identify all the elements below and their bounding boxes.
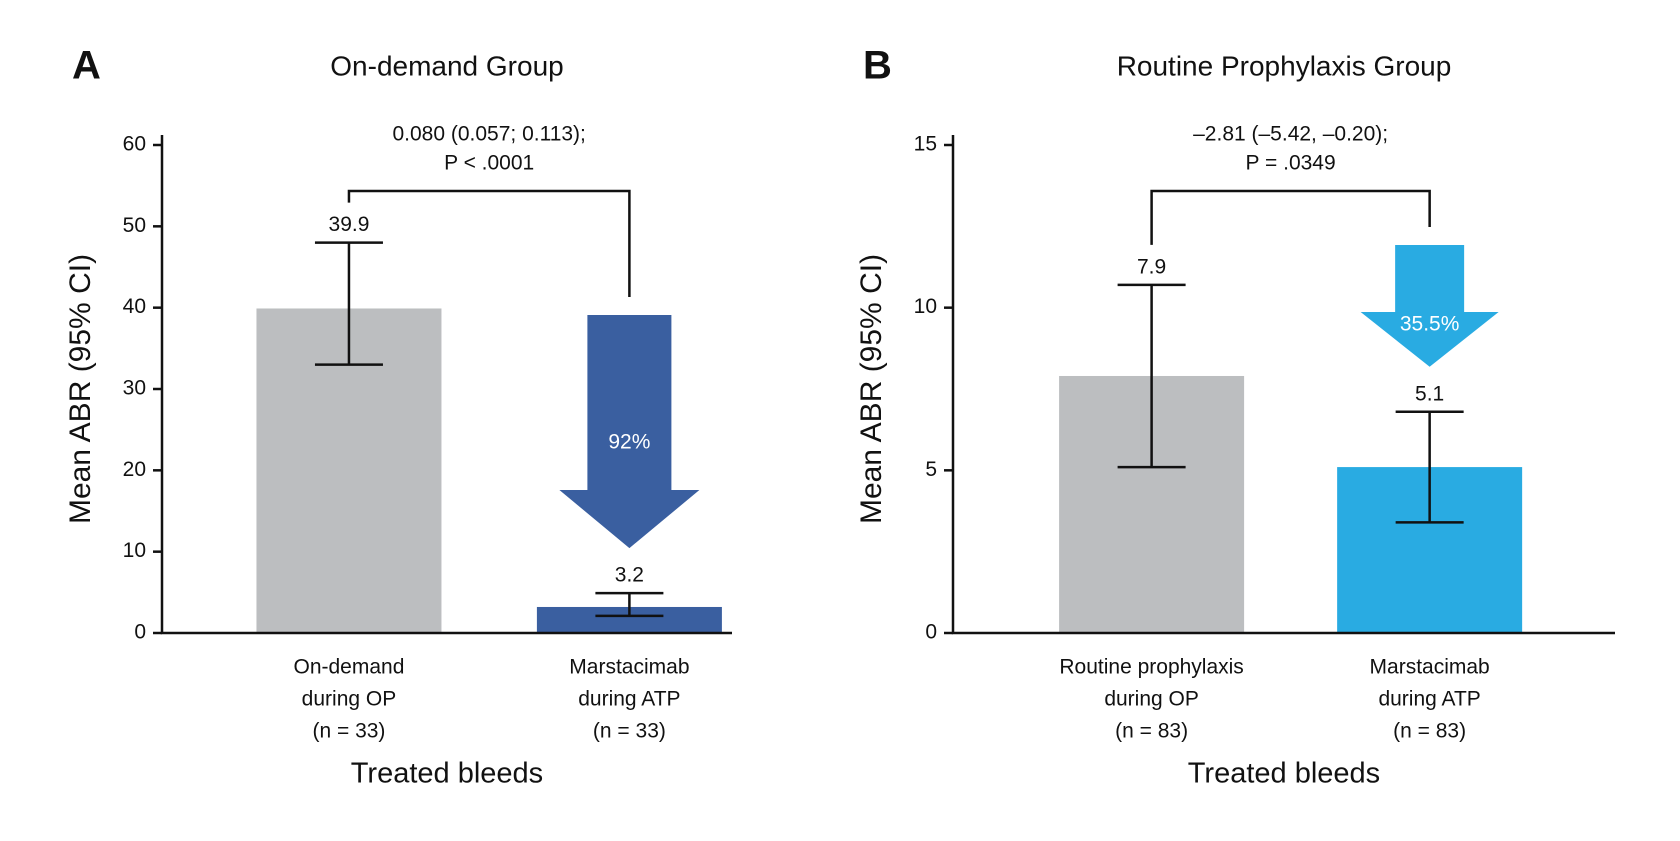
y-tick-label: 10	[123, 539, 146, 562]
y-tick-label: 30	[123, 377, 146, 400]
x-tick-label: during OP	[302, 688, 397, 711]
x-tick-label: during ATP	[1378, 688, 1480, 711]
annotation: –2.81 (–5.42, –0.20);	[1193, 123, 1388, 146]
y-tick-label: 20	[123, 458, 146, 481]
x-tick-label: (n = 83)	[1393, 720, 1466, 743]
reduction-arrow	[559, 315, 700, 549]
y-tick-label: 10	[914, 295, 937, 318]
value-label: 5.1	[1415, 382, 1444, 405]
y-tick-label: 0	[925, 621, 937, 644]
y-axis-label: Mean ABR (95% CI)	[64, 254, 97, 524]
comparison-bracket	[1150, 189, 1431, 245]
x-tick-label: during ATP	[578, 688, 680, 711]
error-bar	[314, 241, 383, 366]
reduction-arrow	[1360, 245, 1499, 367]
x-tick-label: during OP	[1104, 688, 1199, 711]
annotation: P < .0001	[444, 152, 534, 175]
arrow-label: 35.5%	[1400, 313, 1460, 336]
x-tick-label: (n = 83)	[1115, 720, 1188, 743]
error-bar	[595, 591, 664, 618]
y-tick-label: 15	[914, 133, 937, 156]
axes	[160, 135, 732, 635]
comparison-bracket	[347, 189, 631, 297]
x-tick-label: Marstacimab	[569, 656, 689, 679]
x-tick-label: (n = 33)	[593, 720, 666, 743]
x-tick-label: Marstacimab	[1370, 656, 1490, 679]
y-tick-label: 60	[123, 133, 146, 156]
panel-letter: A	[72, 44, 101, 88]
x-axis-label: Treated bleeds	[351, 758, 543, 790]
y-tick-label: 5	[925, 458, 937, 481]
y-tick-label: 50	[123, 214, 146, 237]
annotation: 0.080 (0.057; 0.113);	[392, 123, 585, 146]
panel-title: On-demand Group	[330, 50, 563, 81]
annotation: P = .0349	[1246, 152, 1336, 175]
x-tick-label: (n = 33)	[312, 720, 385, 743]
y-axis-label: Mean ABR (95% CI)	[855, 254, 888, 524]
panel-title: Routine Prophylaxis Group	[1117, 50, 1452, 81]
axes	[951, 135, 1615, 635]
y-tick-label: 40	[123, 295, 146, 318]
arrow-label: 92%	[608, 431, 650, 454]
panel-letter: B	[863, 44, 892, 88]
error-bar	[1395, 410, 1464, 524]
error-bar	[1117, 283, 1186, 469]
x-tick-label: Routine prophylaxis	[1059, 656, 1243, 679]
value-label: 3.2	[615, 564, 644, 587]
y-tick-label: 0	[134, 621, 146, 644]
x-axis-label: Treated bleeds	[1188, 758, 1380, 790]
value-label: 7.9	[1137, 255, 1166, 278]
value-label: 39.9	[329, 213, 370, 236]
x-tick-label: On-demand	[294, 656, 405, 679]
